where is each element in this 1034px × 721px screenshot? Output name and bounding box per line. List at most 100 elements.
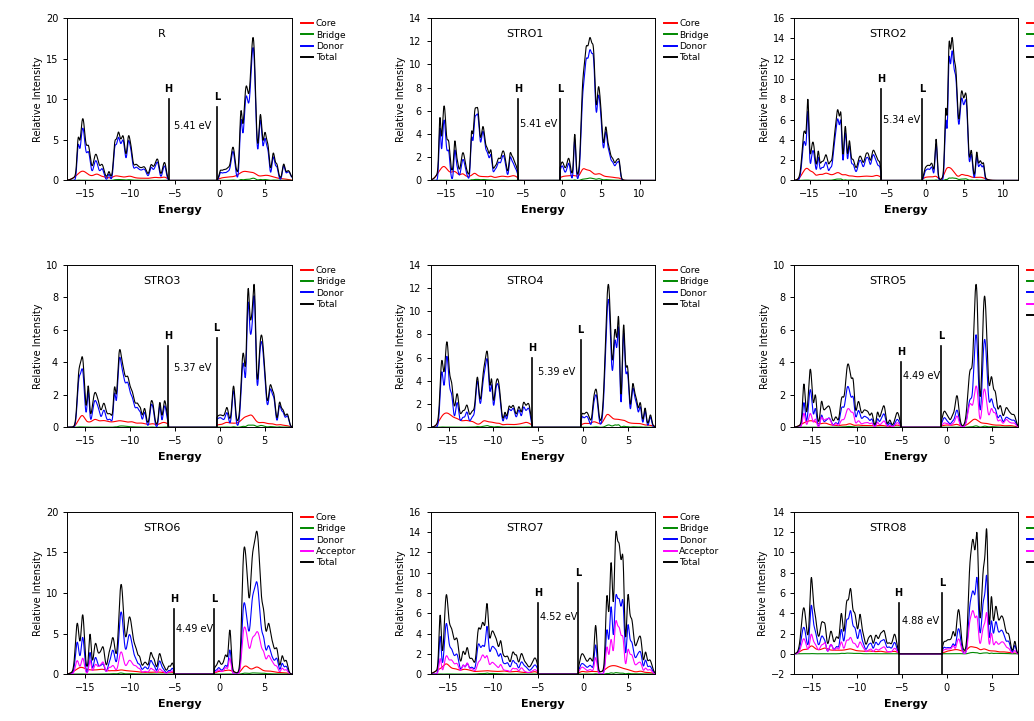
Acceptor [425,670,437,678]
Text: H: H [164,331,173,341]
Donor [162,423,175,432]
Bridge [511,176,523,185]
Bridge [256,422,269,430]
Acceptor [285,670,298,678]
Donor [61,176,73,185]
Bridge [884,650,896,658]
Bridge [884,423,896,432]
Acceptor [788,423,800,432]
Donor [157,664,170,673]
Acceptor [874,420,886,429]
Bridge [425,670,437,678]
Donor [984,176,997,185]
Donor [512,176,524,185]
Bridge [157,423,170,431]
Core [648,176,661,185]
Text: L: L [938,331,944,341]
Donor [61,670,73,678]
Core [648,669,661,678]
Donor [827,644,840,653]
Line: Total: Total [67,284,292,428]
Line: Core: Core [431,413,655,428]
Total [256,342,269,351]
Donor [884,643,896,652]
Total [520,659,533,668]
Bridge [281,670,294,678]
Total [610,527,622,536]
Bridge [620,176,633,185]
Acceptor [620,655,633,663]
Total [463,410,476,418]
Legend: Core, Bridge, Donor, Acceptor, Total: Core, Bridge, Donor, Acceptor, Total [1028,513,1034,567]
Core [450,168,462,177]
Line: Total: Total [794,284,1018,428]
Y-axis label: Relative Intensity: Relative Intensity [396,304,406,389]
Bridge [648,670,661,678]
Total [984,176,997,185]
Total [946,33,959,42]
Donor [285,172,298,181]
Donor [425,423,437,432]
Core [147,173,159,182]
Core [520,668,533,677]
Total [463,653,476,662]
Acceptor [157,667,170,676]
Bridge [644,670,657,678]
Acceptor [648,670,661,678]
Core [100,417,113,425]
Bridge [463,176,476,185]
Line: Core: Core [794,646,1018,654]
Line: Core: Core [67,666,292,674]
Text: H: H [896,348,905,358]
Legend: Core, Bridge, Donor, Acceptor, Total: Core, Bridge, Donor, Acceptor, Total [664,513,720,567]
Core [61,423,73,432]
Total [100,660,113,669]
Bridge [162,176,175,185]
Bridge [788,423,800,432]
Acceptor [892,650,905,658]
Donor [788,650,800,658]
Bridge [511,670,523,678]
Donor [256,631,269,640]
Donor [147,404,159,413]
Bridge [285,423,298,432]
Core [511,667,523,676]
Donor [511,167,523,175]
Donor [1008,416,1021,425]
Total [984,614,997,622]
Line: Acceptor: Acceptor [67,627,292,674]
Core [788,650,800,658]
Core [894,423,907,432]
Donor [157,166,170,174]
Core [620,665,633,673]
Line: Acceptor: Acceptor [431,621,655,674]
Core [440,660,453,668]
Total [884,176,896,185]
Core [620,417,633,426]
Total [100,406,113,415]
Donor [1012,423,1025,431]
Total [147,653,159,662]
Donor [61,423,73,432]
Line: Core: Core [431,664,655,674]
Total [620,363,633,371]
Donor [147,660,159,668]
Core [240,662,252,671]
X-axis label: Energy: Energy [521,452,565,462]
Total [256,136,269,145]
Core [463,172,476,180]
Donor [620,640,633,648]
Core [281,421,294,430]
Total [648,176,661,185]
Bridge [450,670,462,678]
Y-axis label: Relative Intensity: Relative Intensity [33,550,43,636]
X-axis label: Energy: Energy [521,699,565,709]
Total [648,422,661,430]
Bridge [147,423,159,431]
Bridge [87,670,99,678]
Donor [520,663,533,671]
Text: L: L [214,92,220,102]
Acceptor [520,668,533,676]
Bridge [256,175,269,184]
Donor [648,669,661,678]
